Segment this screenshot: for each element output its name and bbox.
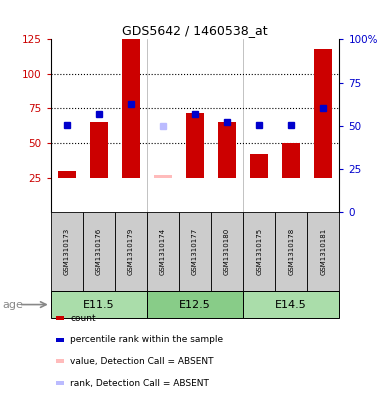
Bar [58, 171, 76, 178]
Text: GSM1310179: GSM1310179 [128, 228, 134, 275]
Bar [51, 291, 147, 318]
Text: count: count [70, 314, 96, 323]
Bar [115, 212, 147, 291]
Bar [218, 122, 236, 178]
Bar [282, 143, 300, 178]
Text: GSM1310175: GSM1310175 [256, 228, 262, 275]
Text: percentile rank within the sample: percentile rank within the sample [70, 335, 223, 344]
Text: GSM1310176: GSM1310176 [96, 228, 102, 275]
Text: GSM1310177: GSM1310177 [192, 228, 198, 275]
Text: rank, Detection Call = ABSENT: rank, Detection Call = ABSENT [70, 378, 209, 387]
Bar [57, 316, 64, 320]
Bar [243, 212, 275, 291]
Bar [147, 212, 179, 291]
Bar [179, 212, 211, 291]
Text: GSM1310181: GSM1310181 [320, 228, 326, 275]
Bar [122, 39, 140, 178]
Bar [83, 212, 115, 291]
Text: value, Detection Call = ABSENT: value, Detection Call = ABSENT [70, 357, 214, 366]
Bar [314, 49, 332, 178]
Bar [243, 291, 339, 318]
Text: E12.5: E12.5 [179, 299, 211, 310]
Title: GDS5642 / 1460538_at: GDS5642 / 1460538_at [122, 24, 268, 37]
Bar [51, 212, 83, 291]
Text: GSM1310180: GSM1310180 [224, 228, 230, 275]
Text: GSM1310178: GSM1310178 [288, 228, 294, 275]
Bar [57, 338, 64, 342]
Bar [275, 212, 307, 291]
Text: E11.5: E11.5 [83, 299, 115, 310]
Text: GSM1310173: GSM1310173 [64, 228, 70, 275]
Bar [57, 381, 64, 385]
Bar [154, 175, 172, 178]
Bar [57, 360, 64, 364]
Bar [211, 212, 243, 291]
Text: GSM1310174: GSM1310174 [160, 228, 166, 275]
Text: E14.5: E14.5 [275, 299, 307, 310]
Bar [147, 291, 243, 318]
Text: age: age [2, 299, 23, 310]
Bar [307, 212, 339, 291]
Bar [90, 122, 108, 178]
Bar [186, 113, 204, 178]
Bar [250, 154, 268, 178]
